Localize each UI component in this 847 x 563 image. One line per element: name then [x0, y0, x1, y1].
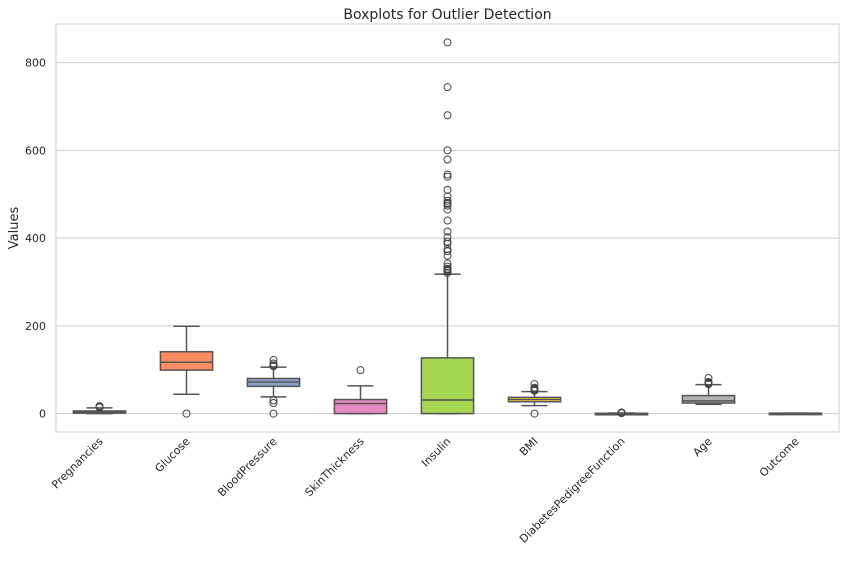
x-tick-label: DiabetesPedigreeFunction — [517, 435, 628, 546]
chart-title: Boxplots for Outlier Detection — [343, 7, 551, 23]
outlier-point — [443, 111, 452, 120]
box-group — [333, 366, 388, 415]
x-tick-label: BloodPressure — [215, 435, 280, 500]
x-tick-label: Outcome — [757, 435, 802, 480]
outlier-point — [269, 359, 278, 368]
outlier-point — [443, 83, 452, 92]
outlier-point — [704, 377, 713, 386]
outlier-point — [269, 396, 278, 405]
y-axis-label: Values — [7, 207, 22, 250]
outlier-point — [443, 262, 452, 271]
outlier-point — [269, 356, 278, 365]
outlier-point — [356, 366, 365, 375]
x-tick-label: BMI — [517, 435, 541, 459]
y-tick-label: 600 — [25, 144, 46, 157]
outlier-point — [443, 216, 452, 225]
box-group — [72, 402, 127, 415]
box-group — [681, 374, 736, 406]
iqr-box — [333, 398, 388, 415]
outlier-point — [443, 196, 452, 205]
outlier-point — [269, 399, 278, 408]
box-group — [246, 356, 301, 418]
iqr-box — [159, 350, 214, 371]
outlier-point — [443, 237, 452, 246]
outlier-point — [443, 233, 452, 242]
box-group — [768, 412, 823, 416]
outlier-point — [530, 383, 539, 392]
y-tick-label: 400 — [25, 232, 46, 245]
outlier-point — [443, 227, 452, 236]
outlier-point — [269, 409, 278, 418]
y-tick-label: 0 — [39, 408, 46, 421]
outlier-point — [530, 380, 539, 389]
box-group — [594, 408, 649, 418]
outlier-point — [443, 38, 452, 47]
y-tick-label: 800 — [25, 57, 46, 70]
box-group — [420, 38, 475, 415]
outlier-point — [530, 409, 539, 418]
plot-frame — [55, 23, 840, 433]
y-tick-label: 200 — [25, 320, 46, 333]
x-tick-label: SkinThickness — [302, 435, 366, 499]
outlier-point — [443, 264, 452, 273]
box-layer — [72, 38, 823, 418]
tick-layer: 0 200 400 600 800 Pregnancies Glucose BloodPres… — [25, 57, 802, 546]
iqr-box — [420, 357, 475, 415]
outlier-point — [95, 402, 104, 411]
box-group — [159, 325, 214, 418]
box-group — [507, 380, 562, 418]
outlier-point — [443, 170, 452, 179]
outlier-point — [443, 172, 452, 181]
outlier-point — [443, 192, 452, 201]
outlier-point — [443, 146, 452, 155]
outlier-point — [617, 408, 626, 417]
outlier-point — [182, 409, 191, 418]
x-tick-label: Insulin — [419, 435, 454, 470]
outlier-point — [704, 374, 713, 383]
outlier-point — [443, 259, 452, 268]
x-tick-label: Age — [690, 435, 714, 459]
iqr-box — [681, 394, 736, 404]
outlier-point — [443, 185, 452, 194]
x-tick-label: Pregnancies — [49, 435, 106, 492]
x-tick-label: Glucose — [152, 435, 192, 475]
outlier-point — [443, 155, 452, 164]
